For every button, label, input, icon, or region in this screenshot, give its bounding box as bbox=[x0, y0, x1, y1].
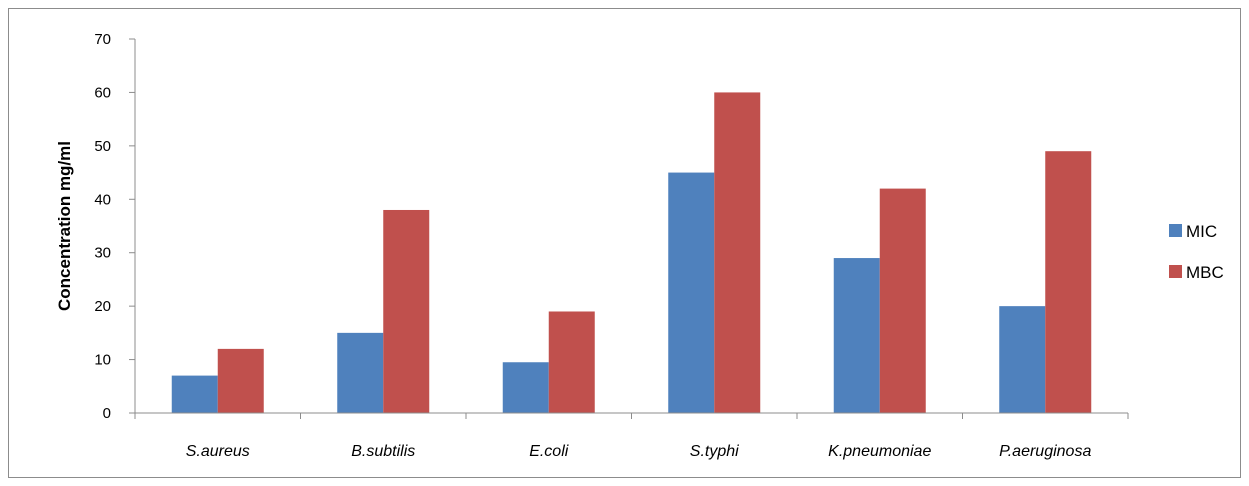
x-category-label: K.pneumoniae bbox=[828, 443, 931, 460]
x-category-label: B.subtilis bbox=[351, 443, 415, 460]
x-ticks-group: S.aureus B.subtilis E.coli S.typhi K.pneumon… bbox=[134, 413, 1129, 460]
x-category-label: S.aureus bbox=[186, 443, 250, 460]
legend-label-mbc: MBC bbox=[1186, 263, 1224, 282]
legend-label-mic: MIC bbox=[1186, 222, 1217, 241]
legend-swatch-mbc bbox=[1169, 265, 1182, 278]
bar-mic bbox=[999, 306, 1046, 413]
y-tick-label: 20 bbox=[94, 298, 111, 315]
bar-mbc bbox=[1045, 151, 1092, 413]
y-tick-label: 10 bbox=[94, 352, 111, 369]
y-tick-label: 50 bbox=[94, 138, 111, 155]
bars-group bbox=[171, 92, 1092, 413]
y-tick-label: 70 bbox=[94, 31, 111, 48]
bar-mic bbox=[668, 172, 715, 413]
bar-mbc bbox=[548, 311, 595, 413]
bar-mic bbox=[502, 362, 549, 413]
y-axis-label: Concentration mg/ml bbox=[55, 141, 74, 311]
legend-swatch-mic bbox=[1169, 224, 1182, 237]
bar-mic bbox=[337, 332, 384, 413]
bar-mbc bbox=[383, 209, 430, 413]
y-tick-label: 40 bbox=[94, 191, 111, 208]
bar-mic bbox=[171, 375, 218, 413]
bar-mbc bbox=[714, 92, 761, 413]
y-ticks-group: 0 10 20 30 40 50 60 70 bbox=[94, 31, 135, 422]
x-category-label: E.coli bbox=[529, 443, 569, 460]
y-tick-label: 0 bbox=[103, 405, 111, 422]
bar-mbc bbox=[879, 188, 926, 413]
x-category-label: P.aeruginosa bbox=[999, 443, 1091, 460]
legend: MIC MBC bbox=[1169, 222, 1224, 282]
y-tick-label: 30 bbox=[94, 245, 111, 262]
bar-mbc bbox=[217, 348, 264, 413]
y-tick-label: 60 bbox=[94, 84, 111, 101]
bar-mic bbox=[833, 258, 880, 413]
x-category-label: S.typhi bbox=[690, 443, 739, 460]
